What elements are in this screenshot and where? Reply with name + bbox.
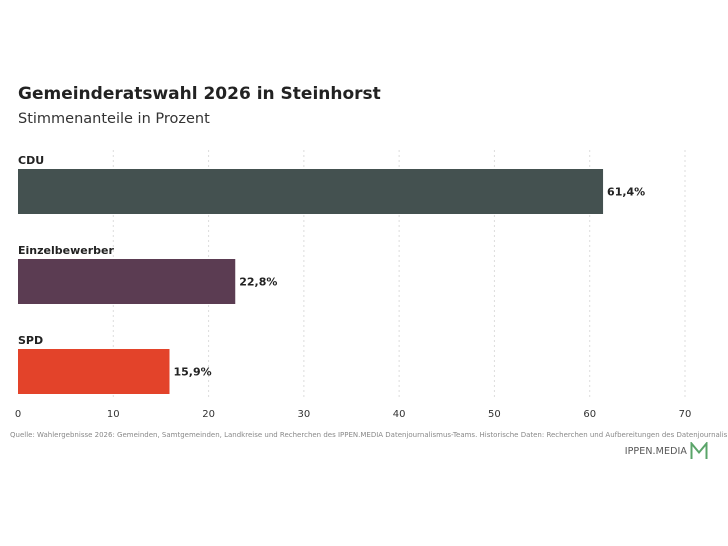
x-axis-ticks: 0 10 20 30 40 50 60 70 bbox=[15, 409, 692, 420]
logo-text: IPPEN.MEDIA bbox=[624, 445, 687, 457]
bars: CDU 61,4% Einzelbewerber 22,8% SPD 15,9% bbox=[18, 154, 645, 394]
category-label: SPD bbox=[18, 334, 43, 347]
bar bbox=[18, 259, 236, 304]
bar bbox=[18, 349, 170, 394]
value-label: 61,4% bbox=[607, 186, 645, 199]
x-tick-label: 30 bbox=[297, 409, 310, 420]
value-label: 22,8% bbox=[239, 276, 277, 289]
category-label: CDU bbox=[18, 154, 44, 167]
chart-subtitle: Stimmenanteile in Prozent bbox=[18, 111, 210, 127]
x-tick-label: 60 bbox=[583, 409, 596, 420]
bar bbox=[18, 169, 604, 214]
value-label: 15,9% bbox=[174, 366, 212, 379]
category-label: Einzelbewerber bbox=[18, 244, 114, 257]
x-tick-label: 0 bbox=[15, 409, 21, 420]
x-tick-label: 40 bbox=[393, 409, 406, 420]
x-tick-label: 70 bbox=[679, 409, 692, 420]
bar-chart: CDU 61,4% Einzelbewerber 22,8% SPD 15,9% 0 10 2… bbox=[15, 150, 692, 420]
x-tick-label: 20 bbox=[202, 409, 215, 420]
x-tick-label: 10 bbox=[107, 409, 120, 420]
ippen-m-logo-icon bbox=[690, 442, 708, 459]
x-tick-label: 50 bbox=[488, 409, 501, 420]
source-note: Quelle: Wahlergebnisse 2026: Gemeinden, … bbox=[10, 431, 728, 439]
publisher-logo: IPPEN.MEDIA bbox=[625, 442, 708, 460]
chart-title: Gemeinderatswahl 2026 in Steinhorst bbox=[18, 84, 381, 104]
